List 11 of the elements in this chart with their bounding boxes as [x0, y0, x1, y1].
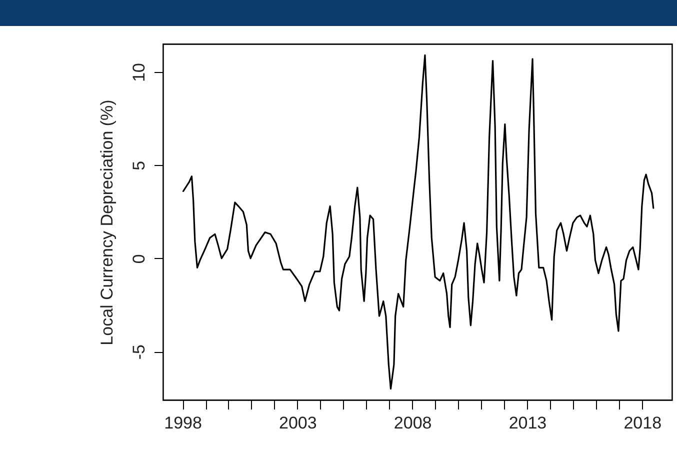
y-tick-label: 10 — [130, 62, 148, 82]
y-tick-label: 0 — [130, 254, 148, 264]
y-tick-label: 5 — [130, 160, 148, 170]
x-tick-label: 2008 — [394, 414, 432, 432]
x-tick-label: 1998 — [164, 414, 202, 432]
line-series — [182, 54, 654, 390]
y-axis-title: Local Currency Depreciation (%) — [98, 100, 116, 346]
x-tick-label: 2013 — [508, 414, 547, 432]
x-tick-label: 2018 — [624, 414, 662, 432]
y-tick-label: -5 — [130, 344, 148, 360]
x-tick-label: 2003 — [279, 414, 317, 432]
